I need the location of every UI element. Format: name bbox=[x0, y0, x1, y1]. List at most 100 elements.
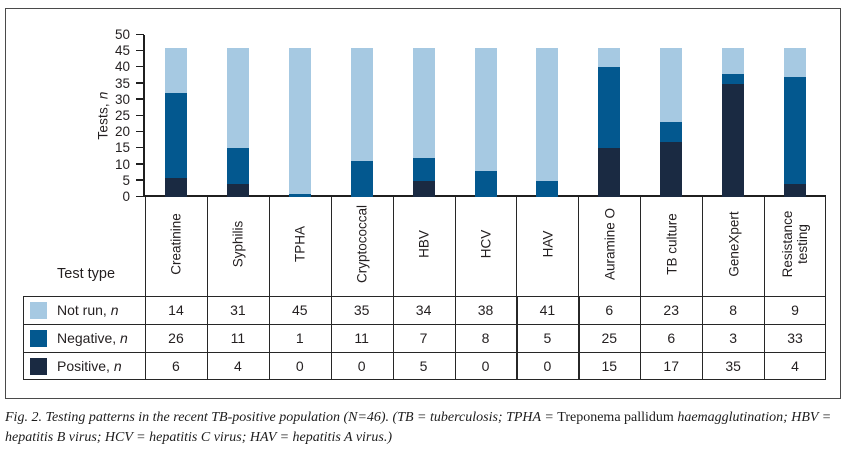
value-cell-negative: 3 bbox=[729, 330, 738, 346]
legend-label-text: Not run, bbox=[57, 302, 111, 318]
test-type-header: Test type bbox=[57, 266, 116, 282]
bar-segment-negative bbox=[536, 180, 559, 197]
legend-label-text: Positive, bbox=[57, 358, 114, 374]
value-cell-positive: 15 bbox=[601, 358, 618, 374]
value-cell-negative: 33 bbox=[787, 330, 803, 346]
value-cell-negative: 26 bbox=[168, 330, 184, 346]
y-axis-tick-label: 25 bbox=[114, 108, 130, 123]
y-axis-tick-label: 15 bbox=[114, 140, 130, 156]
category-label: HBV bbox=[416, 229, 432, 258]
y-axis-tick bbox=[136, 195, 144, 197]
y-axis-tick-label: 5 bbox=[122, 172, 130, 188]
value-cell-not-run: 8 bbox=[729, 302, 738, 318]
value-cell-negative: 5 bbox=[543, 330, 552, 346]
category-label: Resistance testing bbox=[779, 210, 811, 277]
category-label: TB culture bbox=[664, 212, 680, 275]
bar-segment-not-run bbox=[660, 47, 683, 123]
category-label: Creatinine bbox=[168, 212, 184, 275]
value-cell-positive: 6 bbox=[172, 358, 180, 374]
bar-segment-not-run bbox=[598, 47, 621, 68]
bar-segment-not-run bbox=[474, 47, 497, 172]
legend-swatch-negative bbox=[30, 329, 47, 347]
bar-segment-positive bbox=[660, 141, 683, 197]
category-label: Syphilis bbox=[230, 220, 246, 267]
y-axis-tick-label: 45 bbox=[114, 43, 130, 59]
value-cell-positive: 4 bbox=[791, 358, 799, 374]
bar-segment-not-run bbox=[536, 47, 559, 181]
value-cell-negative: 1 bbox=[295, 330, 304, 346]
bar-segment-negative bbox=[598, 67, 621, 149]
bar-segment-not-run bbox=[412, 47, 435, 159]
category-cell: HBV bbox=[392, 197, 455, 296]
category-cell: GeneXpert bbox=[702, 197, 764, 296]
y-axis-tick bbox=[136, 98, 144, 100]
category-label: HAV bbox=[540, 230, 556, 257]
value-cell-not-run: 9 bbox=[791, 302, 799, 318]
legend-label-text: Negative, bbox=[57, 330, 121, 346]
value-cell-positive: 0 bbox=[481, 358, 490, 374]
y-axis-tick-label: 35 bbox=[114, 75, 130, 91]
bar-segment-negative bbox=[288, 193, 311, 197]
bar-segment-negative bbox=[412, 158, 435, 181]
y-axis-tick-label: 20 bbox=[114, 124, 130, 140]
legend-swatch-positive bbox=[30, 357, 47, 375]
value-cell-positive: 17 bbox=[663, 358, 679, 374]
bar-segment-positive bbox=[722, 83, 745, 197]
value-cell-not-run: 31 bbox=[230, 302, 246, 318]
category-cell: Auramine O bbox=[578, 197, 640, 296]
bar-segment-positive bbox=[226, 184, 249, 197]
value-cell-not-run: 38 bbox=[477, 302, 494, 318]
value-cell-negative: 8 bbox=[481, 330, 490, 346]
y-axis-tick bbox=[136, 33, 144, 35]
y-axis-tick bbox=[136, 82, 144, 84]
bar-segment-negative bbox=[350, 161, 373, 197]
figure-caption: Fig. 2. Testing patterns in the recent T… bbox=[5, 408, 846, 449]
table-row-divider bbox=[23, 324, 826, 326]
value-cell-negative: 7 bbox=[419, 330, 428, 346]
bar-segment-not-run bbox=[722, 47, 745, 74]
y-axis-line bbox=[143, 35, 145, 197]
bar-segment-negative bbox=[660, 122, 683, 142]
value-cell-not-run: 14 bbox=[168, 302, 184, 318]
bar-segment-not-run bbox=[784, 47, 807, 78]
table-column-divider bbox=[764, 296, 766, 380]
category-label: GeneXpert bbox=[726, 210, 742, 277]
value-cell-negative: 11 bbox=[354, 330, 369, 346]
value-cell-not-run: 34 bbox=[415, 302, 432, 318]
value-cell-not-run: 35 bbox=[353, 302, 370, 318]
bar-segment-positive bbox=[598, 148, 621, 197]
y-axis-tick bbox=[136, 130, 144, 133]
y-axis-tick-label: 30 bbox=[114, 91, 130, 107]
category-cell: TB culture bbox=[640, 197, 702, 296]
value-cell-not-run: 45 bbox=[291, 302, 308, 318]
legend-swatch-not-run bbox=[30, 301, 47, 319]
category-cell: HAV bbox=[516, 197, 578, 296]
bar-segment-negative bbox=[164, 93, 187, 178]
value-cell-positive: 5 bbox=[419, 358, 428, 374]
category-label: Cryptococcal bbox=[354, 204, 370, 283]
y-axis-tick-label: 10 bbox=[114, 156, 130, 172]
category-label: Auramine O bbox=[602, 207, 618, 280]
y-axis-tick bbox=[136, 163, 144, 165]
category-cell: Resistance testing bbox=[764, 197, 826, 296]
bar-segment-positive bbox=[412, 180, 435, 197]
table-column-divider bbox=[268, 296, 270, 380]
table-column-divider bbox=[578, 296, 580, 380]
legend-label-not-run: Not run, n bbox=[57, 301, 119, 319]
bar-segment-negative bbox=[474, 171, 497, 197]
bar-segment-negative bbox=[784, 77, 807, 185]
value-cell-negative: 6 bbox=[667, 330, 676, 346]
value-cell-not-run: 41 bbox=[539, 302, 556, 318]
table-column-divider bbox=[516, 296, 518, 380]
category-label: HCV bbox=[478, 229, 494, 258]
category-cell: Creatinine bbox=[145, 197, 207, 296]
bar-segment-negative bbox=[226, 148, 249, 185]
bar-segment-positive bbox=[784, 184, 807, 197]
bar-segment-not-run bbox=[350, 47, 373, 162]
table-column-divider bbox=[206, 296, 209, 380]
value-cell-positive: 0 bbox=[543, 358, 552, 374]
category-cell: TPHA bbox=[268, 197, 331, 296]
legend-label-negative: Negative, n bbox=[57, 329, 128, 347]
y-axis-tick-label: 0 bbox=[122, 189, 130, 204]
y-axis-tick bbox=[136, 146, 144, 149]
